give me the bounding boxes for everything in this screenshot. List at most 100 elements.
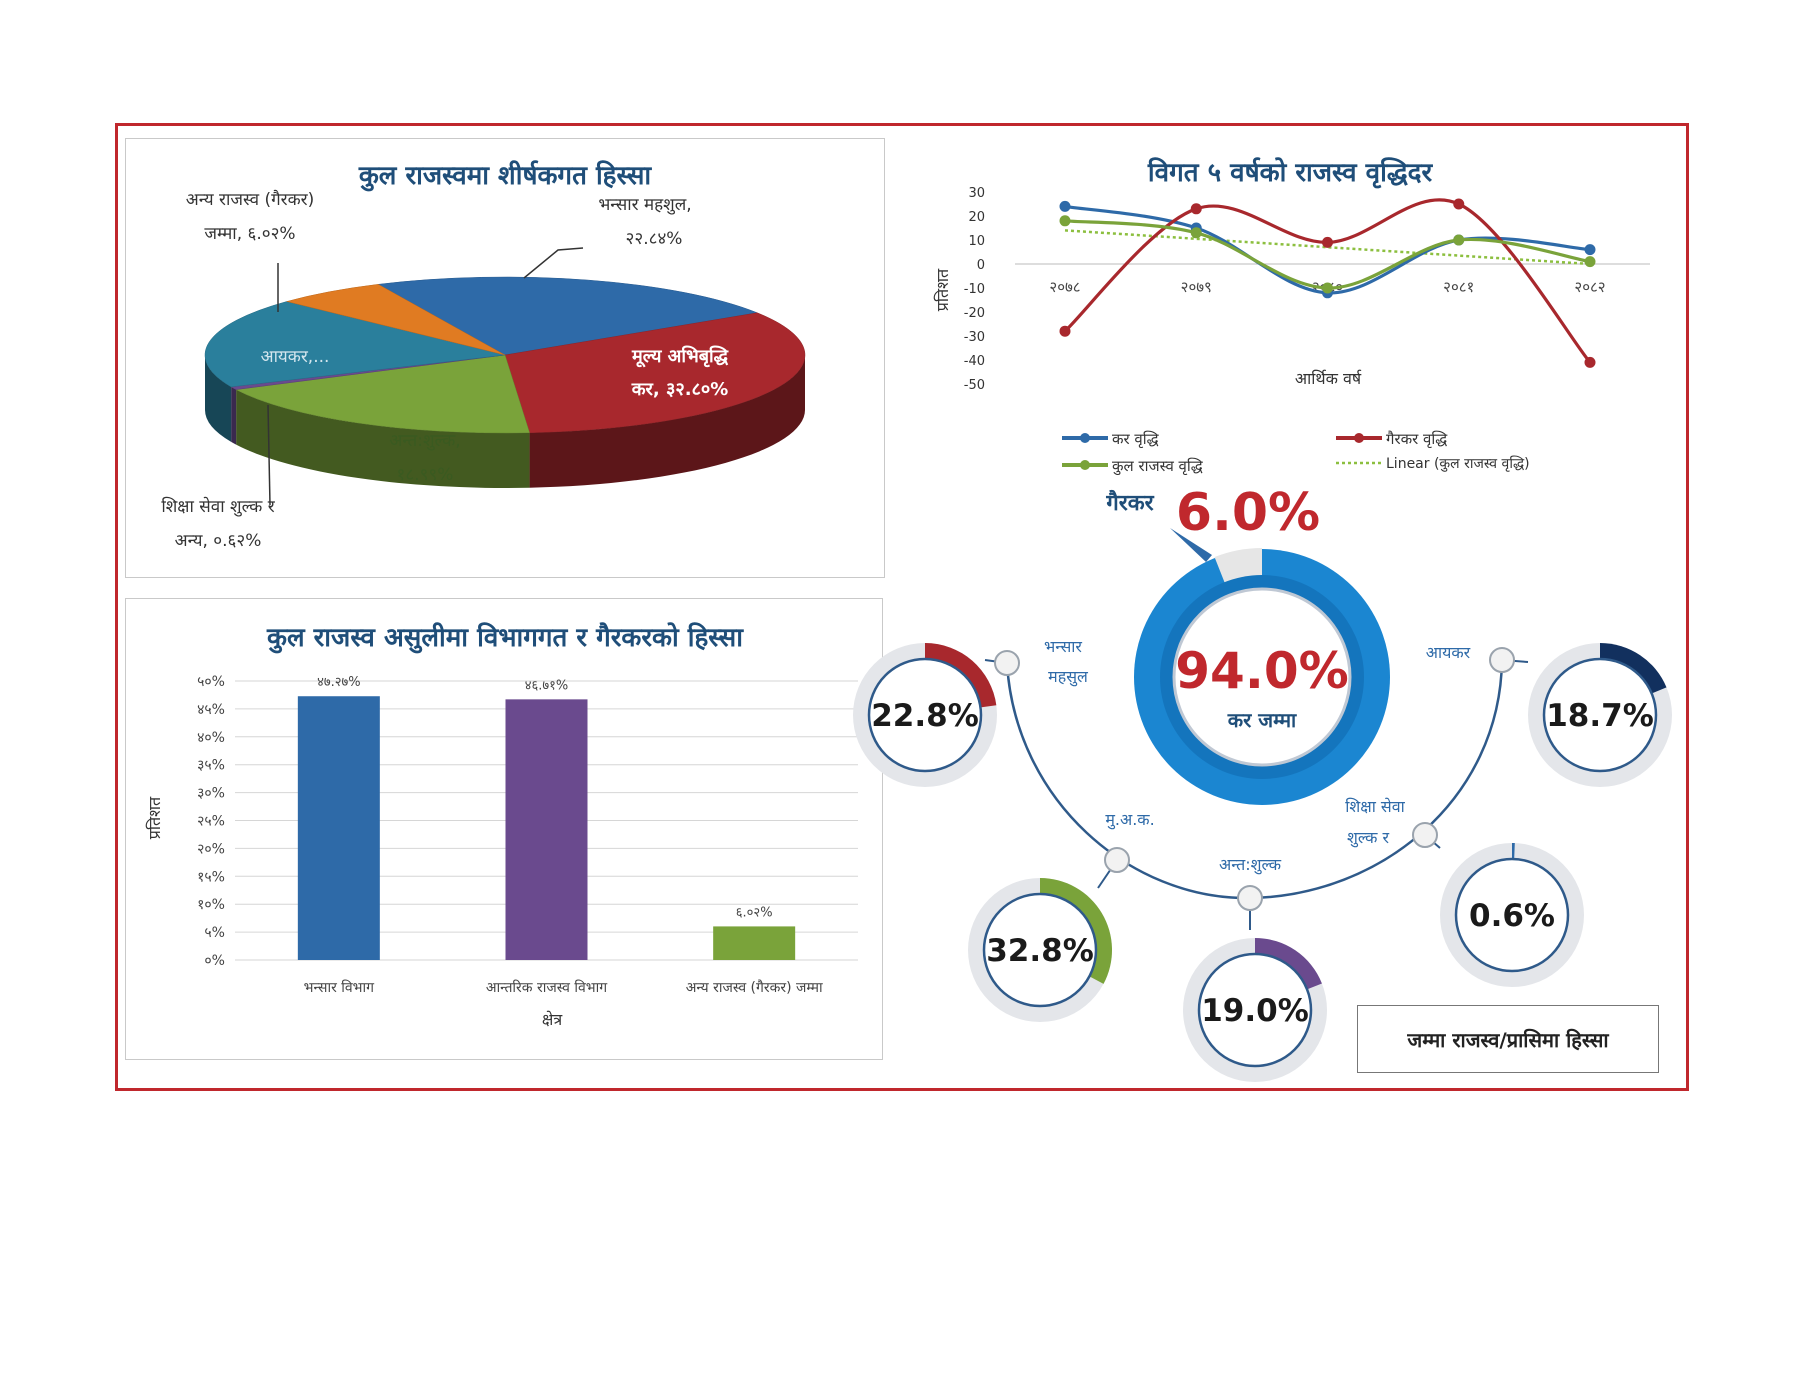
line-point-2: [1322, 282, 1333, 294]
pie-slice-1: [504, 312, 806, 433]
line-point-1: [1059, 325, 1071, 337]
pie-label-other-line1: अन्य राजस्व (गैरकर): [186, 189, 315, 210]
pie-label-vat-line2: कर, ३२.८०%: [631, 379, 729, 400]
line-point-1: [1322, 236, 1333, 248]
income-value: 18.7%: [1546, 698, 1654, 734]
connector-knob-1: [1489, 647, 1515, 673]
bar-xlabel: क्षेत्र: [542, 1010, 563, 1029]
line-xtick-label: २०८२: [1574, 278, 1605, 296]
pie-label-income: आयकर,...: [261, 347, 330, 367]
vat-value: 32.8%: [986, 933, 1094, 969]
bar-ytick-label: ५%: [204, 925, 225, 941]
bar-data-label: ६.०२%: [736, 905, 773, 920]
dashboard-frame: [115, 123, 1689, 1091]
nontax-arrow-icon: [1170, 528, 1212, 562]
bar-ytick-label: ३०%: [197, 786, 225, 802]
line-title: विगत ५ वर्षको राजस्व वृद्धिदर: [1147, 157, 1434, 189]
customs-label-line1: भन्सार: [1044, 637, 1082, 656]
excise-value: 19.0%: [1201, 993, 1309, 1029]
pie-slice-5: [285, 284, 506, 356]
legend-tax-label: कर वृद्धि: [1112, 430, 1160, 449]
pie-label-vat-line1: मूल्य अभिबृद्धि: [631, 345, 729, 368]
bar-category-label: आन्तरिक राजस्व विभाग: [486, 979, 608, 996]
line-ylabel: प्रतिशत: [933, 268, 952, 311]
excise-ring-center: [1197, 952, 1313, 1068]
pie-chart: [204, 276, 806, 488]
bar-ytick-label: ३५%: [197, 758, 225, 774]
legend-total-label: कुल राजस्व वृद्धि: [1112, 457, 1204, 476]
bar-data-label: ४७.२७%: [317, 675, 361, 690]
pie-slice-0: [377, 276, 759, 356]
bar-ytick-label: ५०%: [197, 674, 225, 690]
line-point-0: [1584, 244, 1596, 256]
vat-label: मु.अ.क.: [1105, 810, 1154, 830]
connector-knob-2: [1104, 847, 1130, 873]
education-label-line1: शिक्षा सेवा: [1345, 797, 1405, 816]
line-xtick-label: २०७८: [1049, 278, 1080, 296]
tax-total-center: [1172, 587, 1352, 767]
bar-chart: ०% ५% १०% १५% २०% २५% ३०% ३५% ४०% ४५% ५०% ४७.२७% भन्…: [197, 674, 858, 996]
line-ytick-label: 10: [968, 234, 985, 249]
pie-side-3: [231, 386, 237, 445]
excise-label: अन्त:शुल्क: [1219, 855, 1282, 875]
income-ring-center: [1542, 657, 1658, 773]
line-trendline: [1064, 229, 1591, 266]
pie-label-education-line1: शिक्षा सेवा शुल्क र: [161, 496, 275, 517]
line-ytick-label: -50: [964, 378, 985, 393]
legend-nontax-marker: [1354, 433, 1364, 443]
line-point-2: [1059, 215, 1071, 227]
bar-ytick-label: ०%: [204, 953, 225, 969]
line-ytick-label: 0: [977, 258, 985, 273]
customs-value: 22.8%: [871, 698, 979, 734]
line-point-1: [1584, 356, 1596, 368]
education-ring-center: [1454, 857, 1570, 973]
pie-label-excise-line1: अन्त:शुल्क,: [389, 431, 460, 451]
line-ytick-label: -30: [964, 330, 985, 345]
legend-tax-marker: [1080, 433, 1090, 443]
line-ytick-label: 30: [968, 186, 985, 201]
pie-side-1: [529, 355, 805, 488]
line-ytick-label: -20: [964, 306, 985, 321]
vat-ring-center: [982, 892, 1098, 1008]
line-xtick-label: २०७९: [1181, 278, 1212, 296]
pie-label-excise-line2: १८.९९%: [397, 465, 454, 485]
bar-ytick-label: १५%: [197, 869, 225, 885]
pie-label-customs-line2: २२.८४%: [626, 229, 683, 249]
line-point-2: [1453, 234, 1465, 246]
line-ytick-label: -10: [964, 282, 985, 297]
education-value: 0.6%: [1469, 898, 1555, 934]
line-point-2: [1190, 227, 1202, 239]
legend-total-marker: [1080, 460, 1090, 470]
pie-slice-2: [235, 354, 530, 434]
infographic: 22.8% 18.7% 32.8% 19.0% 0.6%: [853, 548, 1672, 1082]
bar-1: [505, 699, 588, 960]
bar-ytick-label: ४५%: [197, 702, 225, 718]
bar-ytick-label: १०%: [197, 897, 225, 913]
nontax-value: 6.0%: [1176, 483, 1320, 543]
education-label-line2: शुल्क र: [1347, 828, 1389, 848]
bar-title: कुल राजस्व असुलीमा विभागगत र गैरकरको हिस…: [266, 622, 744, 654]
nontax-label: गैरकर: [1105, 489, 1154, 516]
bar-0: [297, 696, 380, 960]
line-point-0: [1059, 200, 1071, 212]
bar-category-label: भन्सार विभाग: [304, 979, 375, 996]
connector-knob-3: [1237, 885, 1263, 911]
bar-ytick-label: ४०%: [197, 730, 225, 746]
pie-title: कुल राजस्वमा शीर्षकगत हिस्सा: [358, 160, 653, 192]
pie-label-customs-line1: भन्सार महशुल,: [598, 195, 691, 215]
infographic-footer-label: जम्मा राजस्व/प्रासिमा हिस्सा: [1357, 1005, 1659, 1073]
line-ytick-label: -40: [964, 354, 985, 369]
bar-ytick-label: २५%: [197, 814, 225, 830]
line-chart: 3020100-10-20-30-40-50२०७८२०७९२०८०२०८१२०…: [964, 186, 1650, 393]
income-label: आयकर: [1426, 643, 1471, 662]
tax-total-value: 94.0%: [1175, 642, 1348, 700]
legend-linear-label: Linear (कुल राजस्व वृद्धि): [1386, 455, 1530, 472]
connector-knob-0: [994, 650, 1020, 676]
pie-leader-education: [267, 404, 271, 506]
pie-slice-4: [204, 301, 506, 388]
legend-nontax-label: गैरकर वृद्धि: [1386, 430, 1448, 449]
bar-ytick-label: २०%: [197, 841, 225, 857]
pie-label-education-line2: अन्य, ०.६२%: [175, 531, 262, 551]
bar-category-label: अन्य राजस्व (गैरकर) जम्मा: [686, 979, 823, 996]
